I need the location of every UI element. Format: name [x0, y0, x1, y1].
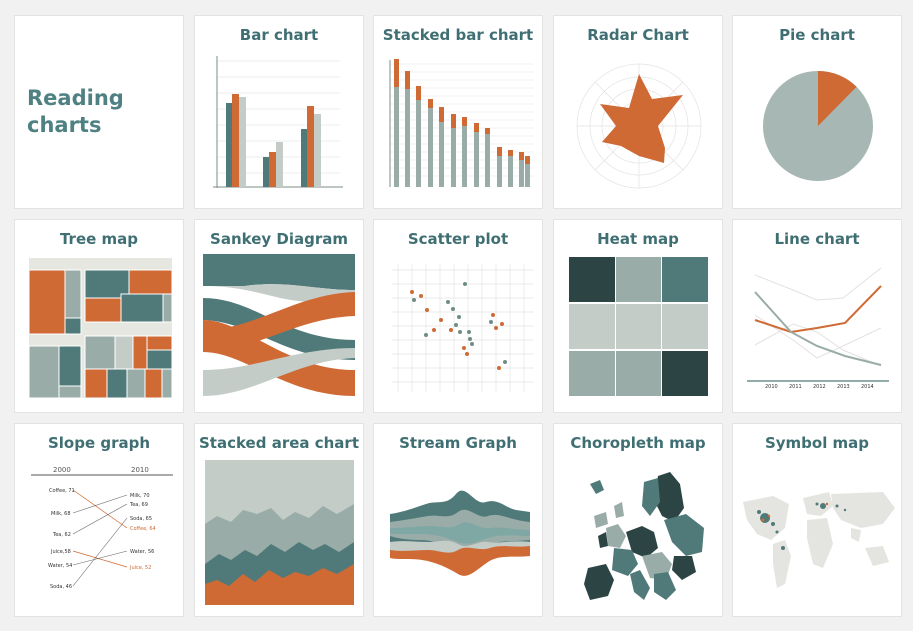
slope-left-5: Water, 54 — [48, 563, 72, 569]
intro-line-1: Reading — [27, 86, 124, 110]
symbol-map-title: Symbol map — [764, 434, 870, 452]
stacked-bar-chart-illustration — [389, 59, 534, 187]
slope-graph-illustration: 2000 2010 Coffee, 71 Milk, 68 Tea, 62 Ju… — [31, 466, 173, 590]
radar-chart-card[interactable]: Radar Chart — [553, 15, 723, 209]
slope-right-6: Juice, 52 — [129, 565, 151, 571]
sankey-diagram-illustration — [203, 254, 355, 396]
tree-map-card[interactable]: Tree map — [14, 219, 184, 413]
line-chart-illustration: 2010 2011 2012 2013 2014 — [747, 267, 889, 390]
heat-map-title: Heat map — [597, 230, 679, 248]
tree-map-title: Tree map — [59, 230, 139, 248]
slope-year-right: 2010 — [131, 466, 149, 474]
slope-graph-title: Slope graph — [47, 434, 151, 452]
intro-title: Reading charts — [27, 85, 124, 139]
slope-year-left: 2000 — [53, 466, 71, 474]
sankey-diagram-card[interactable]: Sankey Diagram — [194, 219, 364, 413]
line-chart-card[interactable]: Line chart 2010 2011 2012 2013 2014 — [732, 219, 902, 413]
slope-left-6: Soda, 46 — [50, 584, 72, 590]
choropleth-map-card[interactable]: Choropleth map — [553, 423, 723, 617]
heat-map-illustration — [569, 257, 708, 396]
slope-left-1: Coffee, 71 — [49, 488, 75, 494]
tree-map-illustration — [28, 258, 173, 399]
intro-card: Reading charts — [14, 15, 184, 209]
heat-map-card[interactable]: Heat map — [553, 219, 723, 413]
scatter-plot-card[interactable]: Scatter plot — [373, 219, 543, 413]
radar-chart-illustration — [576, 63, 702, 189]
stacked-area-chart-title: Stacked area chart — [199, 434, 359, 452]
symbol-map-card[interactable]: Symbol map — [732, 423, 902, 617]
line-chart-year-4: 2013 — [837, 384, 850, 390]
line-chart-year-3: 2012 — [813, 384, 826, 390]
symbol-map-illustration — [743, 492, 895, 588]
pie-chart-card[interactable]: Pie chart — [732, 15, 902, 209]
scatter-plot-title: Scatter plot — [407, 230, 509, 248]
stacked-bar-chart-card[interactable]: Stacked bar chart — [373, 15, 543, 209]
line-chart-year-1: 2010 — [765, 384, 778, 390]
choropleth-map-illustration — [584, 472, 704, 600]
slope-right-5: Water, 56 — [130, 549, 154, 555]
slope-right-3: Soda, 65 — [130, 516, 152, 522]
stacked-area-chart-illustration — [205, 460, 354, 605]
slope-right-1: Milk, 70 — [130, 493, 150, 499]
slope-left-3: Tea, 62 — [52, 532, 71, 538]
bar-chart-card[interactable]: Bar chart — [194, 15, 364, 209]
slope-graph-card[interactable]: Slope graph 2000 2010 Coffee, 71 Milk, 6… — [14, 423, 184, 617]
bar-chart-illustration — [213, 56, 343, 188]
stream-graph-card[interactable]: Stream Graph — [373, 423, 543, 617]
line-chart-title: Line chart — [774, 230, 860, 248]
slope-left-2: Milk, 68 — [51, 511, 71, 517]
pie-chart-illustration — [763, 71, 873, 181]
radar-chart-title: Radar Chart — [587, 26, 689, 44]
bar-chart-title: Bar chart — [239, 26, 319, 44]
intro-line-2: charts — [27, 113, 102, 137]
scatter-plot-illustration — [392, 264, 534, 392]
slope-right-2: Tea, 69 — [129, 502, 148, 508]
line-chart-year-2: 2011 — [789, 384, 802, 390]
slope-left-4: Juice,58 — [50, 549, 71, 555]
line-chart-year-5: 2014 — [861, 384, 874, 390]
slope-right-4: Coffee, 64 — [130, 526, 156, 532]
sankey-diagram-title: Sankey Diagram — [210, 230, 348, 248]
stacked-bar-chart-title: Stacked bar chart — [382, 26, 534, 44]
stream-graph-illustration — [390, 490, 530, 576]
stacked-area-chart-card[interactable]: Stacked area chart — [194, 423, 364, 617]
stream-graph-title: Stream Graph — [399, 434, 517, 452]
choropleth-map-title: Choropleth map — [570, 434, 706, 452]
pie-chart-title: Pie chart — [779, 26, 855, 44]
